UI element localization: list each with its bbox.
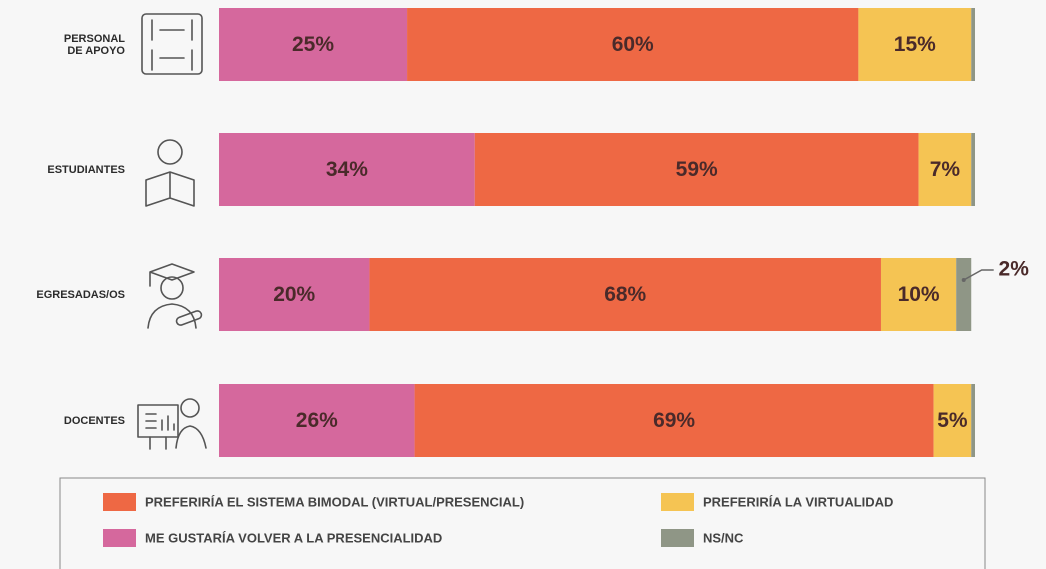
bar-segment xyxy=(971,384,975,457)
legend-swatch xyxy=(103,529,136,547)
bar-segment xyxy=(369,258,881,331)
leader-line xyxy=(963,269,994,281)
bar-segment xyxy=(219,8,408,81)
bar-segment xyxy=(971,8,975,81)
data-label: 7% xyxy=(930,158,961,181)
data-label: 5% xyxy=(937,409,968,432)
data-label: 25% xyxy=(292,33,334,56)
bar-segment xyxy=(880,258,957,331)
legend-label: NS/NC xyxy=(703,530,744,545)
legend-label: PREFERIRÍA EL SISTEMA BIMODAL (VIRTUAL/P… xyxy=(145,494,524,509)
data-label: 20% xyxy=(273,283,315,306)
legend-label: PREFERIRÍA LA VIRTUALIDAD xyxy=(703,494,893,509)
data-label: 26% xyxy=(296,409,338,432)
category-label: DOCENTES xyxy=(63,414,125,427)
bar-segment xyxy=(933,384,972,457)
bar-segment xyxy=(858,8,972,81)
data-label: 34% xyxy=(326,158,368,181)
bar-segment xyxy=(219,258,370,331)
legend-swatch xyxy=(103,493,136,511)
data-label: 2% xyxy=(999,258,1030,281)
bar-segment xyxy=(407,8,859,81)
icon-graduate xyxy=(147,263,203,329)
category-label: ESTUDIANTES xyxy=(47,163,125,176)
icon-teacher xyxy=(137,398,207,450)
legend-swatch xyxy=(661,493,694,511)
bar-segment xyxy=(219,384,415,457)
legend-label: ME GUSTARÍA VOLVER A LA PRESENCIALIDAD xyxy=(145,530,442,545)
icon-support xyxy=(141,13,203,75)
legend-swatch xyxy=(661,529,694,547)
data-label: 68% xyxy=(604,283,646,306)
data-label: 10% xyxy=(898,283,940,306)
category-label: PERSONAL DE APOYO xyxy=(63,32,125,57)
data-label: 60% xyxy=(612,33,654,56)
data-label: 15% xyxy=(894,33,936,56)
bar-segment xyxy=(971,133,975,206)
category-label: EGRESADAS/OS xyxy=(36,288,125,301)
bar-segment xyxy=(414,384,934,457)
icon-student xyxy=(145,139,195,207)
data-label: 69% xyxy=(653,409,695,432)
data-label: 59% xyxy=(676,158,718,181)
bar-segment xyxy=(956,258,972,331)
bar-segment xyxy=(918,133,972,206)
bar-segment xyxy=(474,133,919,206)
legend-box xyxy=(59,477,986,569)
bar-segment xyxy=(219,133,475,206)
